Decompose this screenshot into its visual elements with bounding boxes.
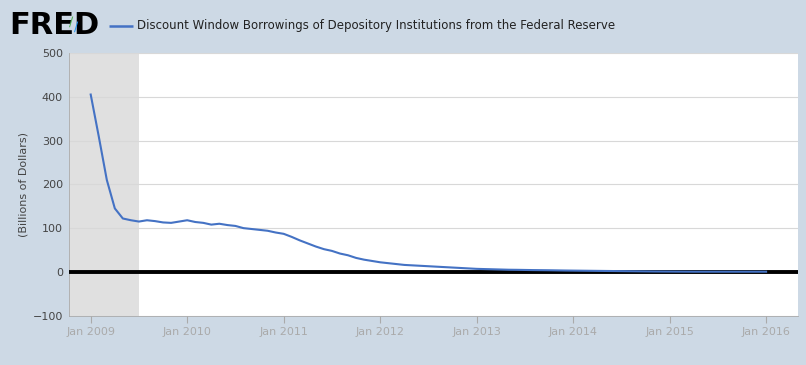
Text: FRED: FRED xyxy=(10,11,100,40)
Bar xyxy=(69,53,139,316)
Text: Discount Window Borrowings of Depository Institutions from the Federal Reserve: Discount Window Borrowings of Depository… xyxy=(137,19,615,32)
Text: ∕: ∕ xyxy=(69,16,73,29)
Y-axis label: (Billions of Dollars): (Billions of Dollars) xyxy=(19,132,28,237)
Text: ∕: ∕ xyxy=(74,20,78,34)
